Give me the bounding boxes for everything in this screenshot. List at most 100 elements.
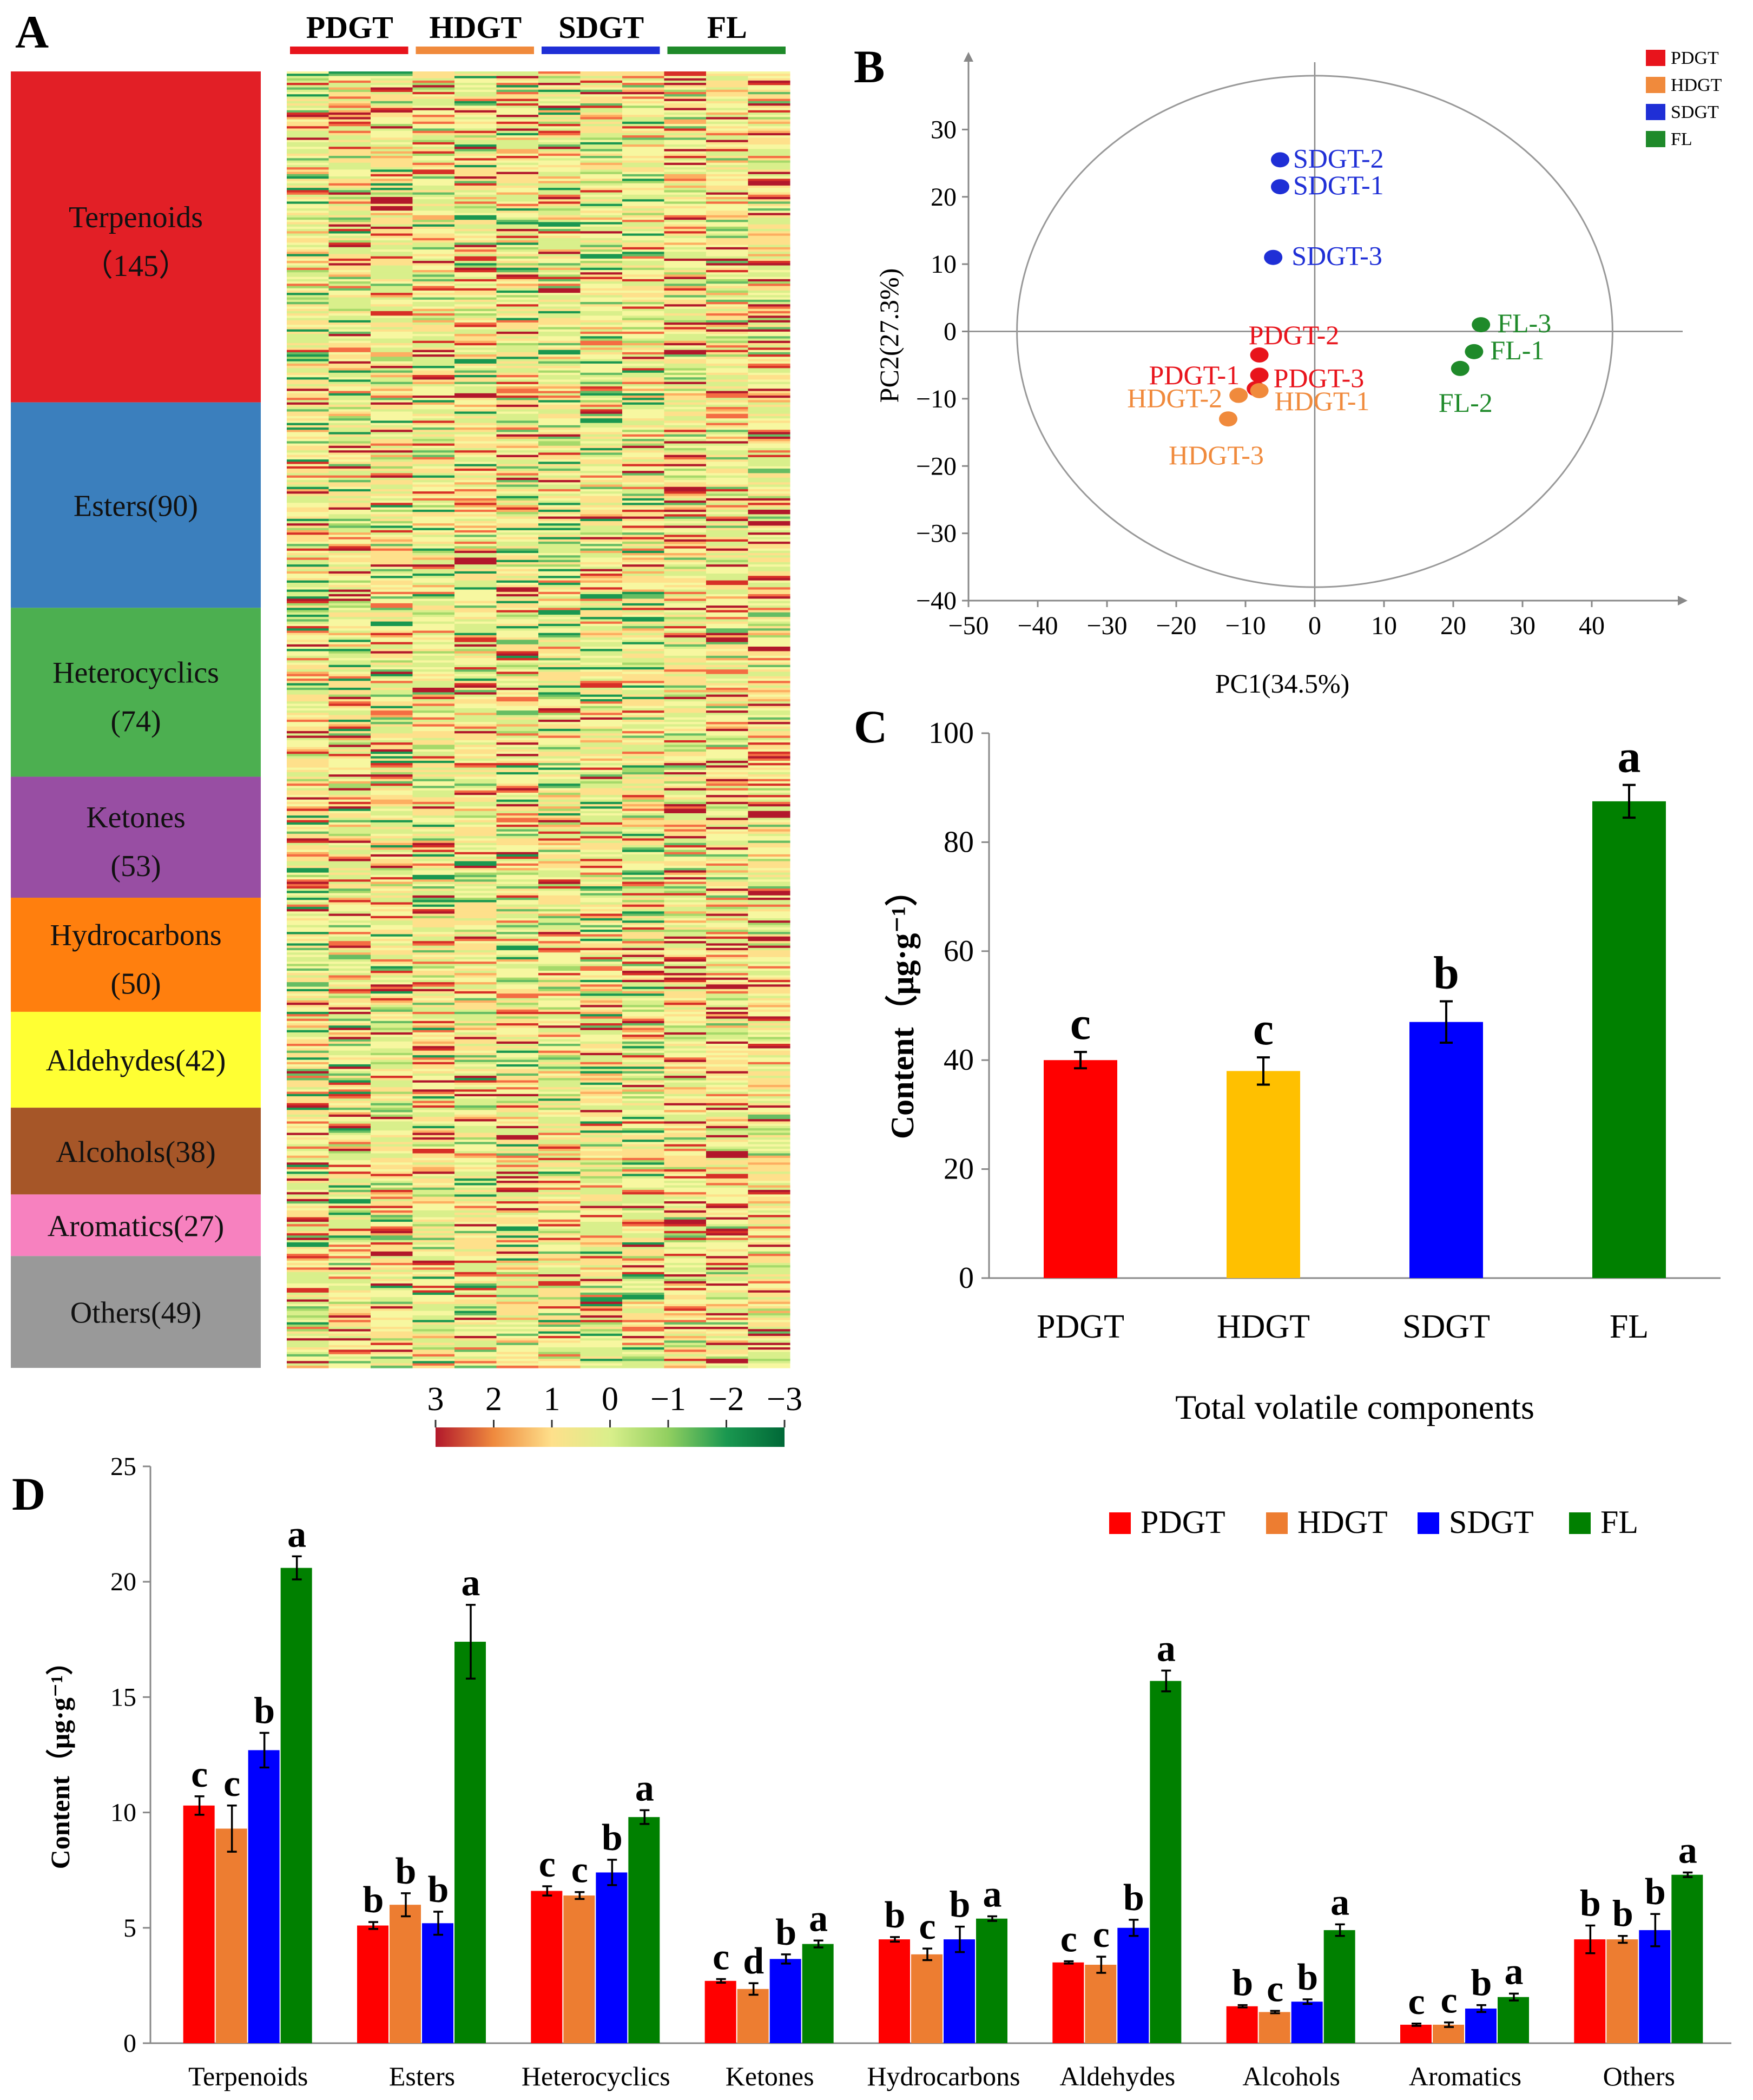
heatmap-cell — [454, 786, 497, 789]
heatmap-cell — [371, 468, 413, 471]
heatmap-cell — [580, 811, 623, 814]
heatmap-cell — [622, 350, 664, 353]
heatmap-cell — [496, 879, 539, 883]
heatmap-cell — [454, 776, 497, 780]
heatmap-cell — [496, 258, 539, 261]
heatmap-cell — [412, 872, 455, 875]
heatmap-cell — [538, 758, 581, 761]
heatmap-cell — [454, 535, 497, 538]
heatmap-cell — [328, 98, 371, 102]
heatmap-cell — [496, 1256, 539, 1259]
heatmap-cell — [328, 779, 371, 782]
heatmap-cell — [538, 366, 581, 368]
heatmap-cell — [454, 1230, 497, 1234]
heatmap-cell — [328, 267, 371, 271]
heatmap-cell — [371, 966, 413, 969]
heatmap-cell — [287, 252, 329, 255]
heatmap-cell — [496, 1160, 539, 1163]
heatmap-cell — [328, 1242, 371, 1245]
heatmap-cell — [412, 909, 455, 912]
heatmap-cell — [580, 854, 623, 857]
heatmap-cell — [496, 938, 539, 942]
heatmap-cell — [538, 1069, 581, 1072]
heatmap-cell — [622, 164, 664, 168]
heatmap-cell — [371, 320, 413, 323]
heatmap-cell — [412, 580, 455, 583]
heatmap-cell — [287, 398, 329, 401]
heatmap-cell — [328, 696, 371, 700]
heatmap-cell — [622, 313, 664, 316]
heatmap-cell — [538, 1140, 581, 1142]
heatmap-cell — [538, 121, 581, 124]
heatmap-cell — [454, 713, 497, 716]
heatmap-cell — [371, 991, 413, 994]
heatmap-cell — [454, 900, 497, 903]
heatmap-cell — [496, 1187, 539, 1190]
heatmap-cell — [580, 1311, 623, 1314]
heatmap-cell — [412, 85, 455, 88]
heatmap-cell — [412, 692, 455, 695]
heatmap-cell — [328, 304, 371, 307]
heatmap-cell — [538, 516, 581, 519]
heatmap-cell — [328, 1174, 371, 1177]
heatmap-cell — [371, 164, 413, 168]
heatmap-cell — [496, 411, 539, 414]
heatmap-cell — [496, 872, 539, 875]
heatmap-cell — [412, 991, 455, 994]
heatmap-cell — [496, 302, 539, 305]
heatmap-cell — [496, 1199, 539, 1202]
heatmap-cell — [538, 1064, 581, 1067]
heatmap-cell — [287, 1130, 329, 1134]
heatmap-cell — [580, 836, 623, 839]
heatmap-cell — [287, 1288, 329, 1291]
heatmap-cell — [287, 838, 329, 841]
heatmap-cell — [328, 1283, 371, 1286]
heatmap-cell — [538, 1276, 581, 1280]
heatmap-cell — [580, 475, 623, 478]
category-block: Others(49) — [11, 1256, 261, 1368]
heatmap-cell — [538, 115, 581, 117]
heatmap-cell — [412, 1249, 455, 1252]
heatmap-cell — [287, 525, 329, 529]
heatmap-cell — [538, 1044, 581, 1046]
heatmap-cell — [412, 1281, 455, 1284]
heatmap-cell — [412, 694, 455, 697]
heatmap-cell — [412, 667, 455, 670]
heatmap-cell — [580, 233, 623, 236]
heatmap-cell — [496, 1023, 539, 1026]
heatmap-cell — [328, 825, 371, 827]
heatmap-cell — [496, 580, 539, 583]
heatmap-cell — [454, 87, 497, 90]
heatmap-cell — [287, 984, 329, 988]
heatmap-cell — [328, 986, 371, 990]
heatmap-cell — [328, 989, 371, 992]
heatmap-cell — [287, 1162, 329, 1166]
heatmap-cell — [580, 1292, 623, 1295]
heatmap-cell — [496, 1137, 539, 1140]
heatmap-cell — [622, 254, 664, 257]
heatmap-cell — [538, 852, 581, 855]
heatmap-cell — [287, 881, 329, 885]
heatmap-cell — [496, 482, 539, 485]
heatmap-cell — [371, 975, 413, 978]
heatmap-cell — [287, 1176, 329, 1179]
heatmap-cell — [328, 541, 371, 544]
heatmap-cell — [496, 1251, 539, 1254]
heatmap-cell — [328, 363, 371, 366]
heatmap-cell — [454, 701, 497, 705]
heatmap-cell — [412, 1140, 455, 1142]
heatmap-cell — [622, 644, 664, 647]
heatmap-cell — [538, 1146, 581, 1149]
heatmap-cell — [622, 238, 664, 241]
heatmap-cell — [580, 183, 623, 186]
heatmap-cell — [371, 313, 413, 316]
heatmap-cell — [287, 514, 329, 517]
heatmap-cell — [371, 747, 413, 750]
heatmap-cell — [328, 210, 371, 214]
heatmap-cell — [580, 1206, 623, 1209]
heatmap-cell — [412, 83, 455, 85]
heatmap-cell — [287, 174, 329, 177]
heatmap-cell — [580, 1254, 623, 1256]
heatmap-cell — [622, 801, 664, 805]
heatmap-cell — [454, 1140, 497, 1142]
